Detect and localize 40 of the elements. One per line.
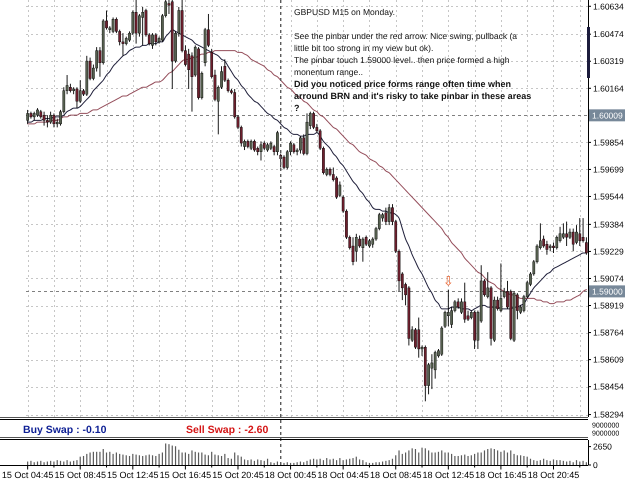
x-tick-label: 15 Oct 12:45: [107, 470, 159, 480]
annotation: GBPUSD M15 on Monday.: [294, 7, 395, 17]
y-tick-label: 1.59229: [593, 246, 624, 256]
x-tick-label: 18 Oct 12:45: [422, 470, 474, 480]
annotation: ?: [294, 103, 300, 113]
y-tick-label: 1.60474: [593, 29, 624, 40]
x-tick-label: 15 Oct 16:45: [160, 470, 212, 480]
y-tick-label: 1.58454: [593, 382, 624, 392]
x-tick-label: 18 Oct 00:45: [264, 470, 316, 480]
y-tick-label: 1.58764: [593, 328, 624, 338]
y-tick-label: 1.60319: [593, 56, 624, 66]
annotation: Did you noticed price forms range often time when: [294, 79, 512, 89]
text: Buy Swap : -0.10: [23, 424, 107, 436]
annotation: monentum range..: [294, 67, 363, 77]
annotation: See the pinbar under the red arrow. Nice swing, pullback (a: [294, 31, 518, 41]
y-tick-label: 1.58294: [593, 410, 624, 420]
annotation: little bit too strong in my view but ok).: [294, 43, 434, 53]
y-tick-label: 1.60634: [593, 1, 624, 12]
y-tick-label: 1.59854: [593, 137, 624, 148]
x-tick-label: 15 Oct 08:45: [54, 470, 106, 480]
x-tick-label: 18 Oct 16:45: [475, 470, 527, 480]
y-tick-label: 1.58609: [593, 354, 624, 365]
annotation: The pinbar touch 1.59000 level.. then price formed a high: [294, 55, 510, 65]
x-tick-label: 15 Oct 04:45: [2, 470, 54, 480]
y-tick-label: 1.60164: [593, 83, 624, 94]
y-tick-label: 0: [593, 460, 598, 470]
y-tick-label: 1.59544: [593, 191, 624, 202]
x-tick-label: 15 Oct 20:45: [212, 470, 264, 480]
x-tick-label: 18 Oct 20:45: [528, 470, 580, 480]
annotation: ⇩: [442, 274, 454, 290]
x-tick-label: 18 Oct 08:45: [370, 470, 422, 480]
y-tick-label: 1.59699: [593, 164, 624, 174]
y-tick-label: 2650: [593, 442, 612, 452]
y-tick-label: 1.58919: [593, 300, 624, 310]
y-tick-label: 1.59074: [593, 273, 624, 284]
x-tick-label: 18 Oct 04:45: [317, 470, 369, 480]
text: Sell Swap : -2.60: [186, 424, 268, 436]
ref-line-label: 1.60009: [592, 110, 623, 120]
y-tick-label: 1.59384: [593, 219, 624, 230]
ref-line-label: 1.59000: [592, 286, 623, 296]
